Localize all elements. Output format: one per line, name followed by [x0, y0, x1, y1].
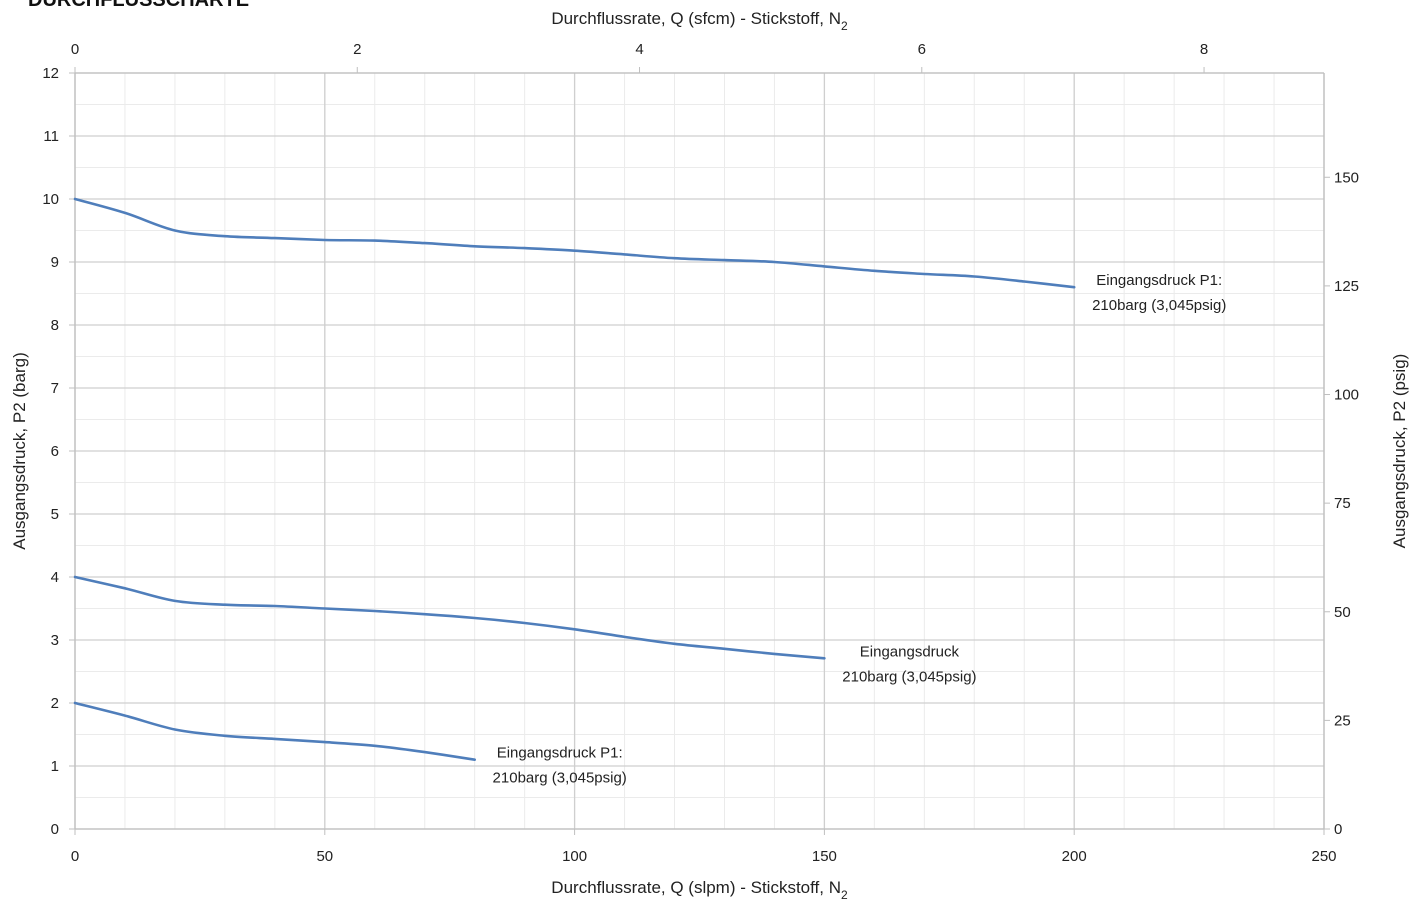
- y-tick-label: 2: [51, 695, 59, 712]
- x-axis-title-top-subscript: 2: [841, 19, 848, 33]
- series-line-1: [73, 197, 1076, 289]
- series-label-3-line1: Eingangsdruck P1:: [497, 745, 623, 762]
- y-tick-label: 7: [51, 380, 59, 397]
- x-axis-title-top-main: Durchflussrate, Q (sfcm) - Stickstoff, N: [551, 9, 841, 28]
- chart-heading: DURCHFLUSSCHARTE: [28, 0, 249, 11]
- series-label-1-line2: 210barg (3,045psig): [1092, 297, 1226, 314]
- y2-tick-label: 75: [1334, 495, 1351, 512]
- x-tick-label: 50: [316, 848, 333, 865]
- y2-tick-label: 125: [1334, 278, 1359, 295]
- y2-tick-label: 150: [1334, 169, 1359, 186]
- series-line-2: [73, 575, 826, 660]
- y2-tick-label: 0: [1334, 821, 1342, 838]
- y2-tick-label: 50: [1334, 604, 1351, 621]
- y-tick-label: 6: [51, 443, 59, 460]
- y2-tick-label: 25: [1334, 712, 1351, 729]
- x2-tick-label: 4: [635, 41, 643, 58]
- y2-tick-label: 100: [1334, 387, 1359, 404]
- y-tick-label: 1: [51, 758, 59, 775]
- y-axis-title-right: Ausgangsdruck, P2 (psig): [1390, 354, 1409, 549]
- x-tick-label: 150: [812, 848, 837, 865]
- series-label-1-line1: Eingangsdruck P1:: [1096, 272, 1222, 289]
- x-tick-label: 100: [562, 848, 587, 865]
- x-tick-label: 0: [71, 848, 79, 865]
- y-tick-label: 12: [42, 65, 59, 82]
- x-axis-title-bottom-subscript: 2: [841, 888, 848, 902]
- y-tick-label: 10: [42, 191, 59, 208]
- x-tick-label: 250: [1311, 848, 1336, 865]
- y-axis-title-left: Ausgangsdruck, P2 (barg): [10, 352, 29, 550]
- y-tick-label: 8: [51, 317, 59, 334]
- y-tick-label: 0: [51, 821, 59, 838]
- y-tick-label: 5: [51, 506, 59, 523]
- series-label-2-line2: 210barg (3,045psig): [842, 668, 976, 685]
- x-axis-title-top: Durchflussrate, Q (sfcm) - Stickstoff, N…: [551, 9, 848, 33]
- x2-tick-label: 6: [918, 41, 926, 58]
- series-label-2-line1: Eingangsdruck: [860, 643, 960, 660]
- x-tick-label: 200: [1062, 848, 1087, 865]
- x-axis-title-bottom-main: Durchflussrate, Q (slpm) - Stickstoff, N: [551, 878, 841, 897]
- y-tick-label: 4: [51, 569, 59, 586]
- y-tick-label: 11: [43, 128, 59, 145]
- x2-tick-label: 2: [353, 41, 361, 58]
- series-label-3-line2: 210barg (3,045psig): [493, 770, 627, 787]
- x2-tick-label: 0: [71, 41, 79, 58]
- y-tick-label: 9: [51, 254, 59, 271]
- x2-tick-label: 8: [1200, 41, 1208, 58]
- series-line-3: [73, 701, 476, 761]
- x-axis-title-bottom: Durchflussrate, Q (slpm) - Stickstoff, N…: [551, 878, 848, 902]
- y-tick-label: 3: [51, 632, 59, 649]
